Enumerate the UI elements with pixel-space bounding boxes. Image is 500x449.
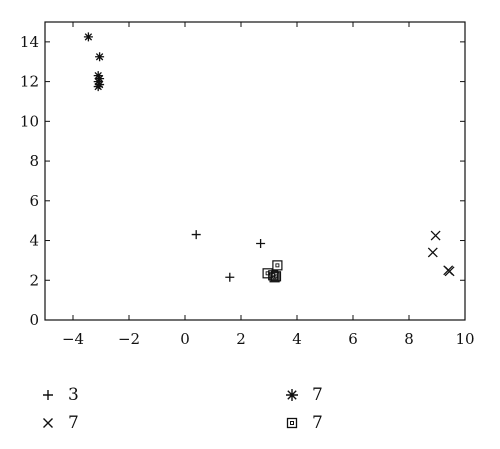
y-tick-label: 10 <box>20 112 39 130</box>
x-tick-label: −2 <box>118 330 140 348</box>
square-point <box>272 260 283 271</box>
x-point <box>444 266 455 277</box>
y-tick-label: 2 <box>29 271 39 289</box>
plot-frame <box>44 21 466 321</box>
y-tick-label: 4 <box>29 232 39 250</box>
x-tick-label: 10 <box>455 330 474 348</box>
y-tick-label: 14 <box>20 33 39 51</box>
x-tick-label: 0 <box>180 330 190 348</box>
axis-ticks: −4 −2 0 2 4 6 8 10 0 2 4 6 8 10 12 14 <box>20 22 475 348</box>
x-tick-label: 6 <box>348 330 358 348</box>
x-tick-label: 2 <box>236 330 246 348</box>
y-tick-label: 8 <box>29 152 39 170</box>
x-tick-label: −4 <box>62 330 84 348</box>
plus-point <box>225 272 235 282</box>
plus-point <box>191 230 201 240</box>
x-tick-label: 8 <box>404 330 414 348</box>
x-tick-label: 4 <box>292 330 302 348</box>
asterisk-point <box>95 52 105 62</box>
asterisk-point <box>95 74 105 84</box>
y-tick-label: 6 <box>29 192 39 210</box>
asterisk-point <box>93 71 103 81</box>
x-point <box>430 230 441 241</box>
plus-point <box>256 239 266 249</box>
asterisk-point <box>83 32 93 42</box>
x-point <box>427 247 438 258</box>
square-point <box>270 271 282 282</box>
asterisk-point <box>93 77 103 87</box>
axes-frame <box>44 21 466 321</box>
y-tick-label: 0 <box>29 311 39 329</box>
y-tick-label: 12 <box>20 73 39 91</box>
data-marks <box>83 32 455 283</box>
asterisk-point <box>93 82 103 92</box>
